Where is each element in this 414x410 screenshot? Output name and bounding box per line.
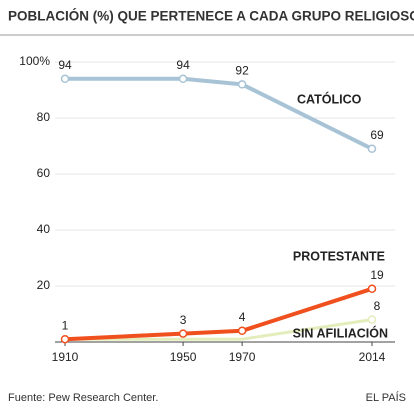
point xyxy=(237,326,247,336)
y-tick-label: 80 xyxy=(37,110,51,124)
y-tick-label: 60 xyxy=(37,166,51,180)
x-tick-label: 2014 xyxy=(359,350,386,364)
point xyxy=(178,329,188,338)
data-label: 3 xyxy=(180,313,187,327)
point xyxy=(367,315,377,324)
point xyxy=(367,284,377,294)
data-label: 69 xyxy=(370,128,384,142)
point xyxy=(178,74,188,84)
x-tick-label: 1950 xyxy=(170,350,197,364)
x-tick-label: 1910 xyxy=(52,350,79,364)
data-label: 19 xyxy=(370,268,384,282)
y-tick-label: 40 xyxy=(37,222,51,236)
series-line xyxy=(65,76,373,151)
series-name: CATÓLICO xyxy=(297,91,362,106)
point xyxy=(60,74,70,84)
y-tick-label: 100% xyxy=(19,54,50,68)
data-label: 1 xyxy=(62,318,69,332)
data-label: 4 xyxy=(239,310,246,324)
point xyxy=(60,334,70,344)
point xyxy=(237,80,247,89)
series-line xyxy=(65,318,373,341)
point xyxy=(367,144,377,154)
publisher: EL PAÍS xyxy=(366,391,406,404)
x-tick-label: 1970 xyxy=(229,350,256,364)
series-name: SIN AFILIACIÓN xyxy=(293,325,388,340)
data-label: 94 xyxy=(176,58,190,72)
series-line xyxy=(64,286,373,342)
data-label: 8 xyxy=(374,299,381,313)
chart-title: POBLACIÓN (%) QUE PERTENECE A CADA GRUPO… xyxy=(8,9,414,24)
data-label: 94 xyxy=(58,58,72,72)
source: Fuente: Pew Research Center. xyxy=(8,392,158,404)
y-tick-label: 20 xyxy=(37,278,51,292)
data-label: 92 xyxy=(235,64,249,78)
series-name: PROTESTANTE xyxy=(293,249,385,263)
